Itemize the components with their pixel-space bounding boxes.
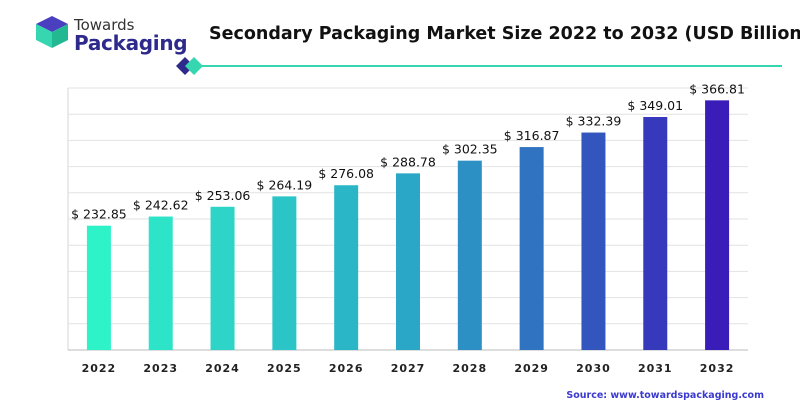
box-logo-icon — [36, 16, 68, 48]
value-label-2029: $ 316.87 — [504, 128, 560, 143]
x-tick-2024: 2024 — [205, 362, 240, 375]
bar-2030 — [581, 132, 606, 350]
value-label-2028: $ 302.35 — [442, 142, 498, 157]
chart-title: Secondary Packaging Market Size 2022 to … — [209, 24, 800, 44]
value-label-2024: $ 253.06 — [195, 188, 251, 203]
value-label-2030: $ 332.39 — [566, 114, 622, 129]
x-tick-2025: 2025 — [267, 362, 302, 375]
x-tick-2032: 2032 — [700, 362, 735, 375]
bar-2029 — [519, 147, 544, 350]
value-label-2023: $ 242.62 — [133, 198, 189, 213]
x-tick-2027: 2027 — [391, 362, 426, 375]
bar-2025 — [272, 196, 297, 350]
bar-2031 — [643, 116, 668, 350]
brand-name-top: Towards — [74, 16, 135, 34]
x-tick-2022: 2022 — [82, 362, 117, 375]
value-label-2027: $ 288.78 — [380, 154, 436, 169]
x-tick-2030: 2030 — [576, 362, 611, 375]
x-axis-ticks: 2022 2023 2024 2025 2026 2027 2028 2029 2030 2031… — [82, 362, 735, 375]
x-tick-2023: 2023 — [143, 362, 178, 375]
x-tick-2029: 2029 — [514, 362, 549, 375]
value-labels: $ 232.85 $ 242.62 $ 253.06 $ 264.19 $ 276.08… — [71, 81, 745, 221]
brand-logo: Towards Packaging — [34, 14, 188, 55]
value-label-2032: $ 366.81 — [689, 81, 745, 96]
bar-2028 — [457, 160, 482, 350]
value-label-2026: $ 276.08 — [318, 166, 374, 181]
bar-2024 — [210, 206, 235, 350]
value-label-2031: $ 349.01 — [627, 98, 683, 113]
x-tick-2026: 2026 — [329, 362, 364, 375]
value-label-2025: $ 264.19 — [257, 177, 313, 192]
title-underline-decoration — [176, 57, 782, 75]
bar-2022 — [86, 225, 111, 350]
value-label-2022: $ 232.85 — [71, 207, 127, 222]
bars — [86, 100, 730, 350]
brand-name-main: Packaging — [74, 31, 188, 55]
x-tick-2028: 2028 — [453, 362, 488, 375]
bar-2026 — [334, 185, 359, 350]
bar-2032 — [705, 100, 730, 350]
source-note: Source: www.towardspackaging.com — [566, 390, 764, 401]
bar-2027 — [396, 173, 420, 350]
x-tick-2031: 2031 — [638, 362, 673, 375]
bar-2023 — [148, 216, 173, 350]
